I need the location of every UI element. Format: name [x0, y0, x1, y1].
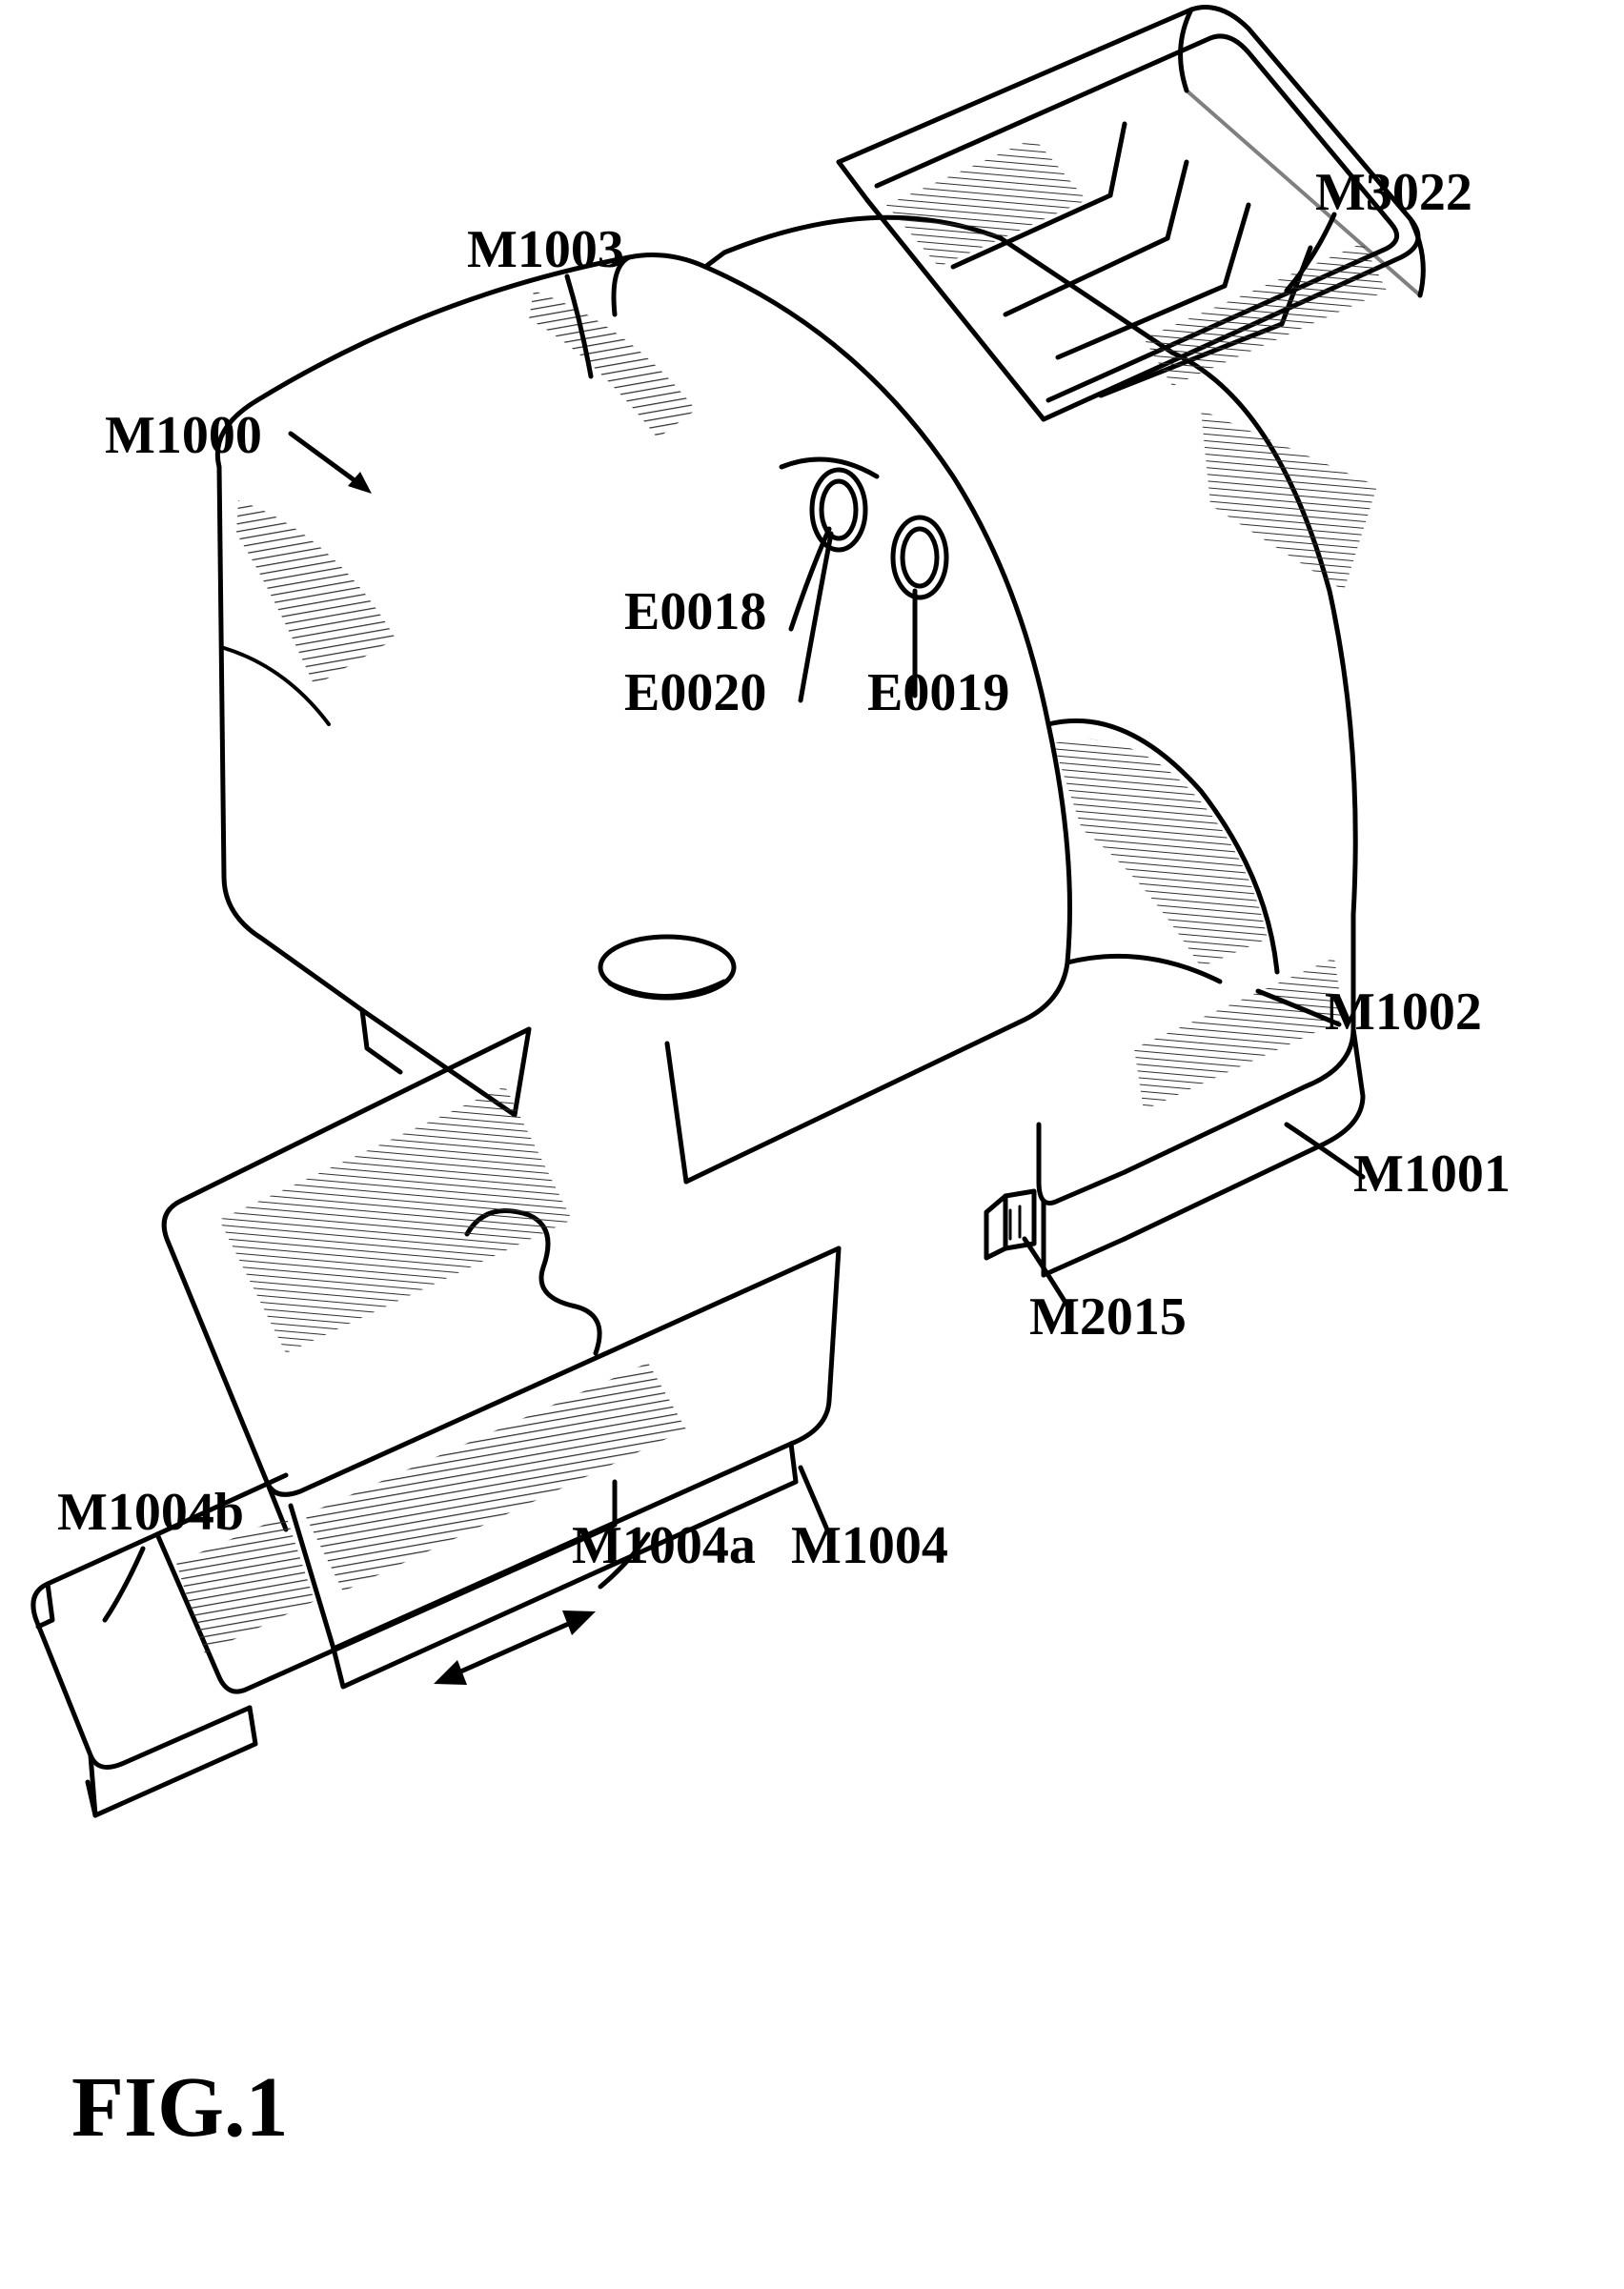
label-M1001: M1001	[1353, 1144, 1511, 1205]
label-E0020: E0020	[624, 662, 766, 723]
label-M1002: M1002	[1325, 982, 1482, 1043]
figure-title: FIG.1	[71, 2058, 289, 2157]
label-M1003: M1003	[467, 219, 624, 280]
label-M1004b: M1004b	[57, 1482, 244, 1543]
label-M1004a: M1004a	[572, 1515, 756, 1576]
patent-figure: M1000 M1003 M3022 E0018 E0020 E0019 M100…	[0, 0, 1624, 2289]
label-E0018: E0018	[624, 581, 766, 642]
label-M1000: M1000	[105, 405, 262, 466]
label-M1004: M1004	[791, 1515, 948, 1576]
label-E0019: E0019	[867, 662, 1009, 723]
label-M3022: M3022	[1315, 162, 1472, 223]
label-M2015: M2015	[1029, 1286, 1187, 1347]
